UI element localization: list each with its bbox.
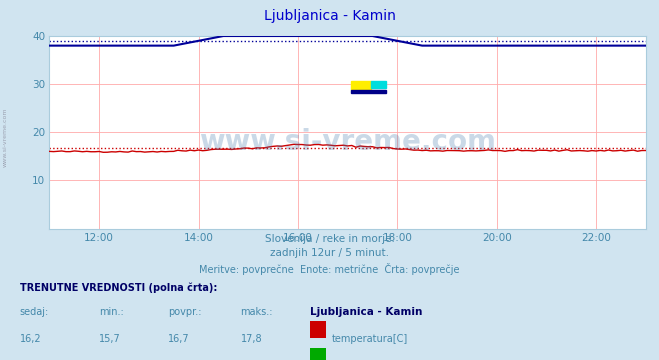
Text: Meritve: povprečne  Enote: metrične  Črta: povprečje: Meritve: povprečne Enote: metrične Črta:… xyxy=(199,263,460,275)
Text: zadnjih 12ur / 5 minut.: zadnjih 12ur / 5 minut. xyxy=(270,248,389,258)
Text: www.si-vreme.com: www.si-vreme.com xyxy=(199,128,496,156)
Text: 16,2: 16,2 xyxy=(20,334,42,344)
Text: 17,8: 17,8 xyxy=(241,334,262,344)
Text: maks.:: maks.: xyxy=(241,307,273,317)
Bar xyxy=(351,81,372,90)
Text: 16,7: 16,7 xyxy=(168,334,190,344)
Bar xyxy=(351,90,386,93)
Text: 15,7: 15,7 xyxy=(99,334,121,344)
Text: min.:: min.: xyxy=(99,307,124,317)
Text: Ljubljanica - Kamin: Ljubljanica - Kamin xyxy=(264,9,395,23)
Text: povpr.:: povpr.: xyxy=(168,307,202,317)
Text: Slovenija / reke in morje.: Slovenija / reke in morje. xyxy=(264,234,395,244)
Bar xyxy=(372,81,386,88)
Text: Ljubljanica - Kamin: Ljubljanica - Kamin xyxy=(310,307,422,317)
Text: temperatura[C]: temperatura[C] xyxy=(331,334,408,344)
Text: TRENUTNE VREDNOSTI (polna črta):: TRENUTNE VREDNOSTI (polna črta): xyxy=(20,283,217,293)
Text: sedaj:: sedaj: xyxy=(20,307,49,317)
Text: www.si-vreme.com: www.si-vreme.com xyxy=(3,107,8,167)
